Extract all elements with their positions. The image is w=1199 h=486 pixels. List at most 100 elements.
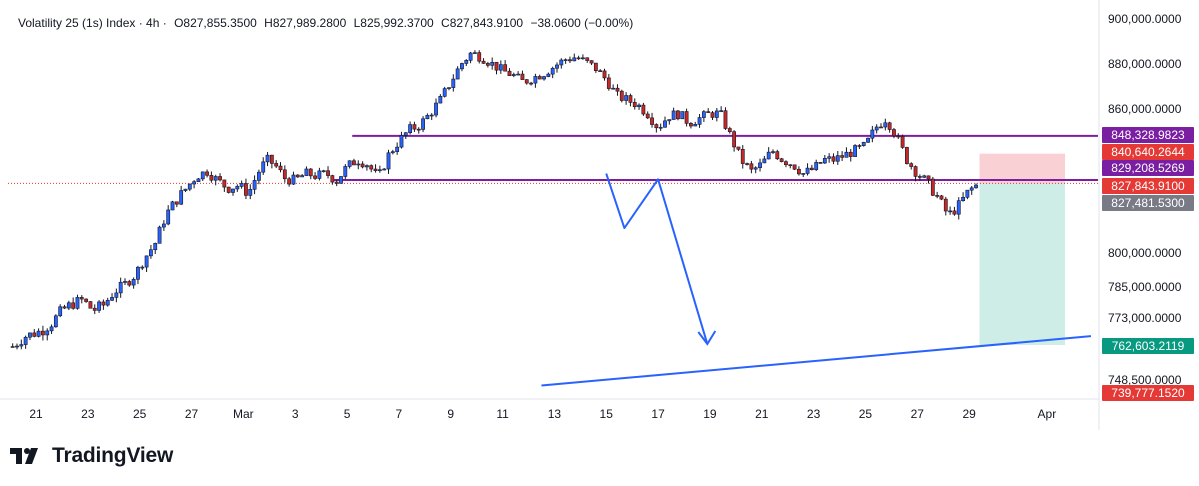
candle-body <box>771 151 775 153</box>
candle-body <box>477 52 482 62</box>
candle-body <box>870 129 875 139</box>
candle-body <box>732 131 737 148</box>
candle-body <box>909 163 914 167</box>
candle-body <box>593 62 598 71</box>
candle-body <box>265 154 270 163</box>
candle-body <box>581 57 585 60</box>
candle-body <box>105 299 110 306</box>
candle-body <box>641 104 646 115</box>
chart-area[interactable]: 900,000.0000 880,000.0000 860,000.0000 800,… <box>0 0 1199 430</box>
candle-body <box>818 162 823 164</box>
candle-body <box>308 168 313 177</box>
x-axis-tick-label: 17 <box>651 407 665 421</box>
candle-body <box>226 186 231 193</box>
candle-body <box>576 57 581 60</box>
candle-body <box>632 102 637 108</box>
price-tag <box>1102 127 1194 143</box>
candle-body <box>766 151 771 160</box>
candle-body <box>408 124 413 134</box>
candle-body <box>663 120 667 128</box>
symbol-label[interactable]: Volatility 25 (1s) Index · 4h · <box>18 16 167 30</box>
candle-body <box>844 151 849 158</box>
candle-body <box>222 179 227 188</box>
candle-body <box>619 90 624 101</box>
candle-body <box>676 110 680 120</box>
candle-body <box>334 181 339 184</box>
candle-body <box>88 301 93 309</box>
chart-canvas[interactable]: 900,000.0000 880,000.0000 860,000.0000 800,… <box>0 0 1199 430</box>
price-tag <box>1102 178 1194 194</box>
x-axis-tick-label: 21 <box>29 407 43 421</box>
candle-body <box>827 156 832 159</box>
x-axis-tick-label: 9 <box>447 407 454 421</box>
candle-body <box>913 166 918 177</box>
candle-body <box>447 87 451 89</box>
candle-body <box>174 201 179 205</box>
candle-body <box>84 298 89 302</box>
x-axis-tick-label: 7 <box>396 407 403 421</box>
candle-body <box>822 158 827 164</box>
candle-body <box>442 88 447 97</box>
candle-body <box>490 61 495 66</box>
candle-body <box>926 175 931 180</box>
candle-body <box>179 190 184 205</box>
candle-body <box>697 117 702 125</box>
candle-body <box>701 111 706 118</box>
candle-body <box>861 142 866 146</box>
candle-body <box>460 63 464 70</box>
candle-body <box>745 163 749 165</box>
candle-body <box>66 302 71 309</box>
candle-body <box>395 146 400 152</box>
candle-body <box>79 297 84 300</box>
trendline[interactable] <box>541 335 1092 387</box>
candle-body <box>365 165 369 168</box>
candle-body <box>153 243 158 251</box>
candle-body <box>136 266 140 280</box>
candle-body <box>369 165 374 170</box>
candle-body <box>494 61 499 71</box>
candle-body <box>956 200 961 215</box>
candle-body <box>611 87 616 90</box>
candle-body <box>23 336 28 345</box>
candle-body <box>628 95 633 103</box>
candle-body <box>645 113 650 119</box>
candle-body <box>390 151 395 154</box>
candle-body <box>481 60 486 64</box>
x-axis-tick-label: 19 <box>703 407 717 421</box>
candle-body <box>797 168 801 175</box>
candle-body <box>421 118 425 130</box>
candle-body <box>637 104 641 108</box>
tradingview-logo-icon <box>10 448 38 464</box>
price-tag-label: 762,603.2119 <box>1112 339 1185 353</box>
candle-body <box>684 111 689 124</box>
candle-body <box>434 102 438 116</box>
candle-body <box>606 77 611 89</box>
candle-body <box>706 111 711 113</box>
drawn-arrow-path[interactable] <box>605 173 709 345</box>
candle-body <box>809 167 814 171</box>
candle-body <box>602 70 607 79</box>
candle-body <box>520 73 525 80</box>
candle-body <box>131 279 136 286</box>
candle-body <box>784 161 788 166</box>
brand-name: TradingView <box>52 444 174 467</box>
candle-body <box>961 196 965 201</box>
candle-body <box>857 145 862 147</box>
candle-body <box>287 178 292 185</box>
candle-body <box>866 137 870 143</box>
candle-body <box>922 175 927 178</box>
candle-body <box>352 160 356 166</box>
stop-loss-zone[interactable] <box>979 153 1066 184</box>
change-value: −38.0600 (−0.00%) <box>530 16 634 30</box>
tradingview-logo[interactable]: TradingView <box>10 444 173 468</box>
low-value: L825,992.3700 <box>353 16 434 30</box>
candle-body <box>935 195 940 197</box>
candle-body <box>403 132 408 136</box>
price-tag-label: 827,843.9100 <box>1111 179 1185 193</box>
candle-body <box>343 166 348 177</box>
price-tag <box>1102 338 1194 354</box>
take-profit-zone[interactable] <box>979 183 1066 345</box>
candle-body <box>71 302 76 309</box>
x-axis-tick-label: 11 <box>496 407 509 421</box>
candle-body <box>952 210 957 215</box>
